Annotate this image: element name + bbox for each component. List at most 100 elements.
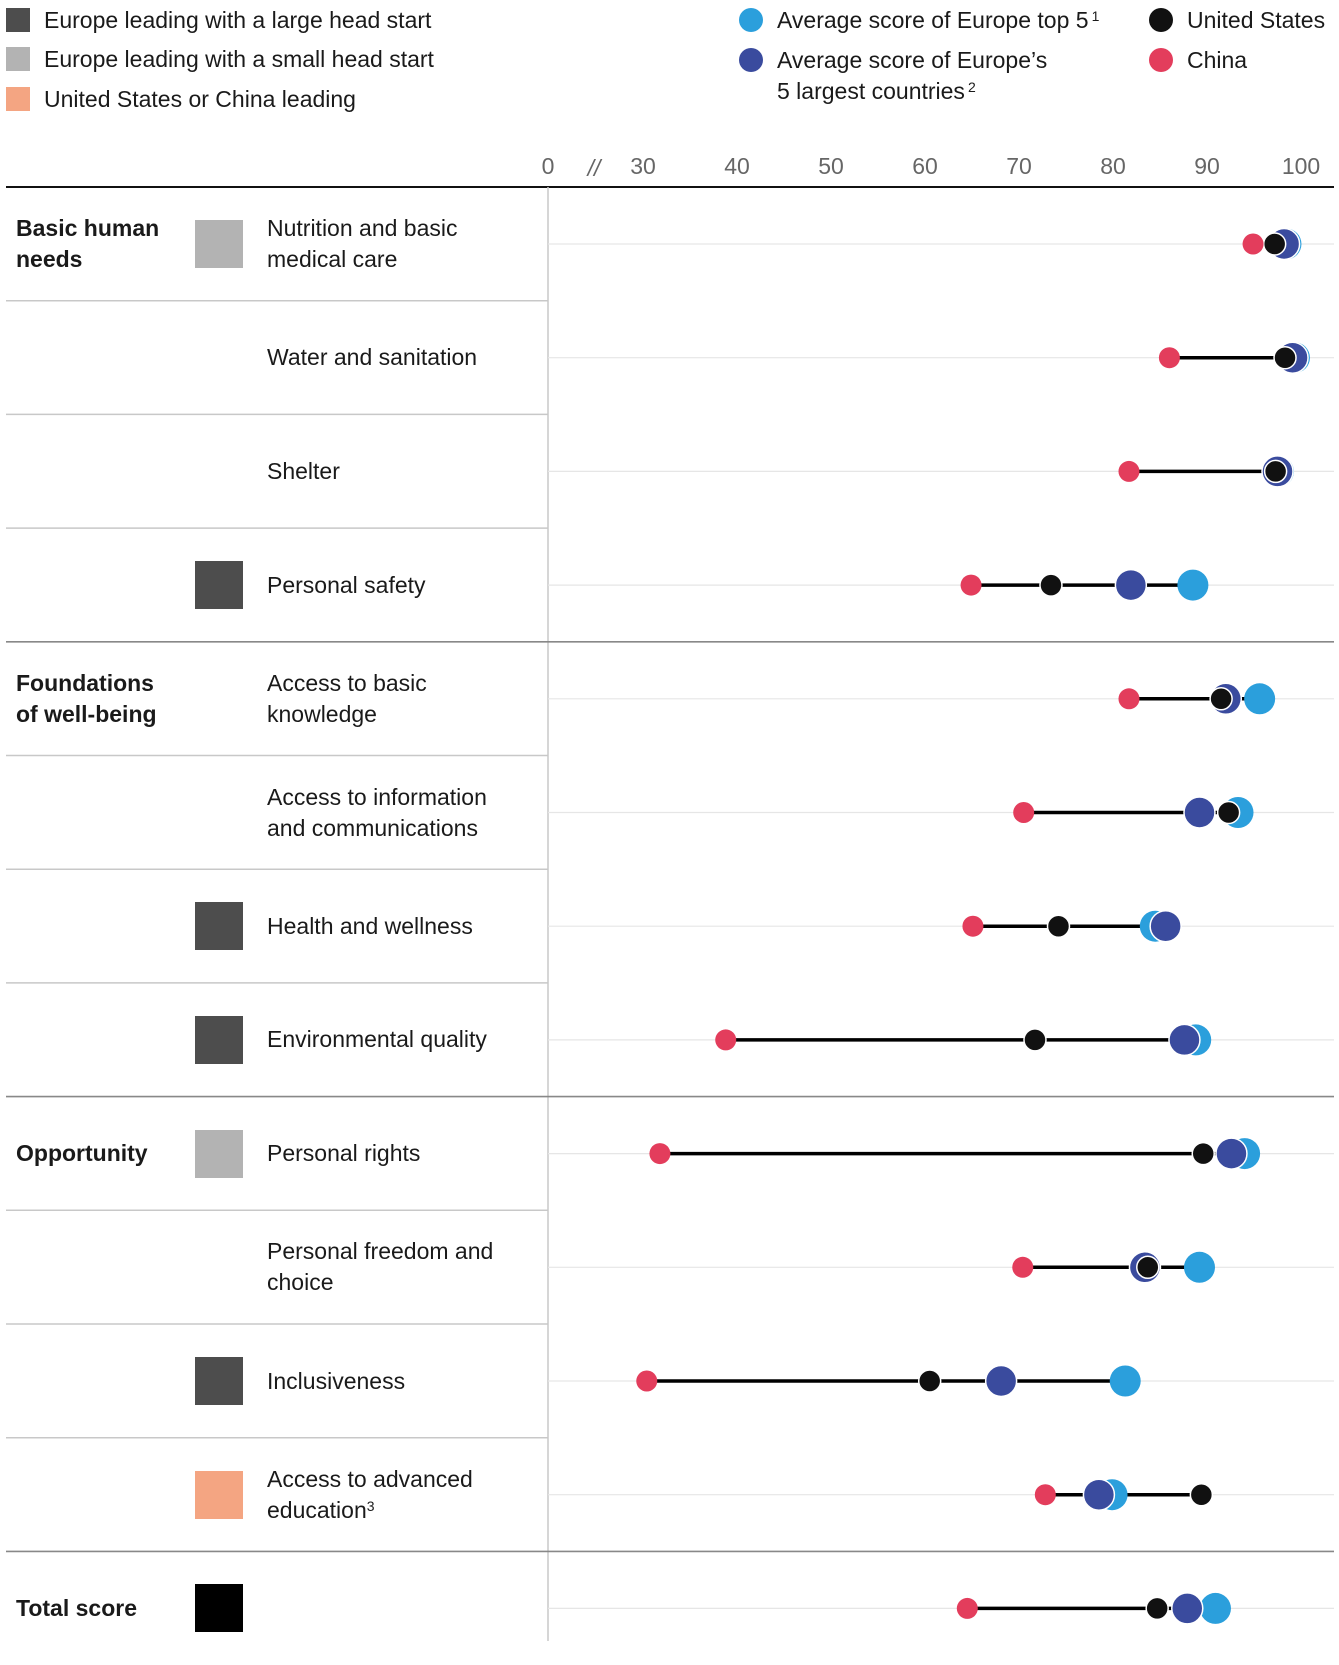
- axis-tick-label: 90: [1194, 153, 1220, 179]
- dot-united-states: [1273, 345, 1297, 370]
- row-label-group: Health and wellness: [0, 869, 548, 983]
- subcategory-label-line: Access to basic: [267, 669, 427, 696]
- subcategory-label: Water and sanitation: [267, 342, 547, 373]
- legend-label-small: Europe leading with a small head start: [44, 46, 434, 72]
- row-label-group: Water and sanitation: [0, 301, 548, 415]
- dot-europe-largest5: [1168, 1023, 1201, 1057]
- dot-united-states: [1191, 1141, 1215, 1166]
- axis-break-mark: //: [586, 155, 603, 181]
- subcategory-label: Environmental quality: [267, 1024, 547, 1055]
- axis-tick-label: 80: [1100, 153, 1126, 179]
- subcategory-label-line: knowledge: [267, 700, 377, 727]
- dot-china: [956, 1597, 978, 1619]
- subcategory-label: Personal safety: [267, 570, 547, 601]
- footnote-marker: 3: [366, 1497, 375, 1514]
- subcategory-label-line: Nutrition and basic: [267, 215, 458, 241]
- subcategory-label: Inclusiveness: [267, 1366, 547, 1397]
- row-label-group: Shelter: [0, 414, 548, 528]
- subcategory-label-line: Inclusiveness: [267, 1367, 406, 1394]
- subcategory-label: Shelter: [267, 456, 547, 487]
- dot-europe-largest5: [1183, 796, 1216, 829]
- dot-china: [1158, 347, 1180, 369]
- dot-united-states: [917, 1369, 942, 1393]
- axis-tick-label: 50: [818, 153, 844, 179]
- dot-europe-largest5: [1215, 1137, 1248, 1170]
- dot-europe-largest5: [1114, 568, 1148, 602]
- dot-china: [1118, 460, 1140, 482]
- dot-china: [962, 915, 984, 937]
- legend-label-usc: United States or China leading: [44, 86, 356, 112]
- dot-united-states: [1262, 232, 1287, 256]
- dot-united-states: [1209, 687, 1233, 711]
- dot-united-states: [1023, 1028, 1047, 1052]
- dot-united-states: [1145, 1596, 1169, 1621]
- dot-europe-largest5: [1082, 1478, 1116, 1511]
- row-label-group: Foundations of well-being Access to basic…: [0, 642, 548, 756]
- category-label: Basic human needs: [16, 215, 160, 272]
- subcategory-label: Access to basic knowledge: [267, 668, 547, 730]
- row-labels: Basic human needs Nutrition and basic medi…: [0, 0, 548, 1641]
- axis-tick-label: 40: [724, 153, 750, 179]
- dot-united-states: [1263, 459, 1288, 484]
- dot-europe-largest5: [1149, 909, 1182, 943]
- row-label-group: Personal safety: [0, 528, 548, 642]
- dot-china: [1013, 802, 1035, 823]
- legend-label-europe-largest5-line2: 5 largest countries 2: [777, 78, 976, 104]
- subcategory-label-line: education: [267, 1496, 367, 1523]
- subcategory-label-line: Access to information: [267, 783, 487, 810]
- dot-united-states: [1046, 914, 1071, 938]
- legend-dot-united-states: [1149, 8, 1173, 32]
- row-label-group: Access to information and communications: [0, 756, 548, 870]
- legend-label-united-states: United States: [1187, 7, 1326, 33]
- subcategory-label-line: Shelter: [267, 457, 340, 484]
- legend-dot-europe-largest5: [739, 48, 763, 72]
- legend-dot-china: [1149, 48, 1173, 72]
- status-swatch: [195, 561, 243, 610]
- dot-china: [960, 574, 982, 596]
- status-swatch: [195, 1015, 243, 1064]
- dot-china: [1034, 1484, 1056, 1506]
- category-label: Total score: [16, 1594, 137, 1621]
- status-swatch: [195, 902, 243, 951]
- dot-europe-largest5: [1171, 1592, 1204, 1625]
- row-label-group: Access to advanced education3: [0, 1438, 548, 1552]
- axis-tick-label: 100: [1282, 153, 1320, 179]
- dot-china: [636, 1370, 658, 1392]
- subcategory-label-line: Health and wellness: [267, 912, 473, 939]
- dot-china: [1012, 1256, 1034, 1278]
- dot-united-states: [1216, 800, 1241, 825]
- row-label-group: Inclusiveness: [0, 1324, 548, 1438]
- subcategory-label: Health and wellness: [267, 911, 547, 942]
- dot-china: [1242, 233, 1264, 255]
- dot-europe-top5: [1109, 1365, 1141, 1397]
- dot-united-states: [1136, 1255, 1160, 1280]
- status-swatch: [195, 220, 243, 268]
- row-label-group: Total score: [0, 1551, 548, 1665]
- subcategory-label-line: and communications: [267, 814, 478, 841]
- dot-europe-top5: [1244, 683, 1276, 715]
- dot-europe-largest5: [984, 1364, 1018, 1398]
- legend: Europe leading with a large head start E…: [0, 0, 1339, 140]
- axis-tick-label: 60: [912, 153, 938, 179]
- row-label-group: Opportunity Personal rights: [0, 1097, 548, 1211]
- subcategory-label-line: choice: [267, 1269, 334, 1296]
- legend-dot-europe-top5: [739, 8, 763, 32]
- axis-tick-label: 0: [542, 153, 555, 179]
- row-label-group: Personal freedom and choice: [0, 1210, 548, 1324]
- subcategory-label-line: Personal rights: [267, 1140, 421, 1167]
- legend-label-large: Europe leading with a large head start: [44, 7, 432, 33]
- dot-europe-top5: [1183, 1251, 1215, 1283]
- legend-label-china: China: [1187, 47, 1248, 73]
- subcategory-label-line: Water and sanitation: [267, 344, 478, 371]
- dot-united-states: [1189, 1482, 1214, 1507]
- dot-china: [715, 1029, 737, 1051]
- dot-europe-top5: [1199, 1592, 1231, 1624]
- subcategory-label: Personal rights: [267, 1138, 547, 1169]
- row-label-group: Environmental quality: [0, 983, 548, 1097]
- axis-tick-label: 30: [630, 153, 656, 179]
- subcategory-label: Access to information and communications: [267, 782, 547, 844]
- subcategory-label: Nutrition and basic medical care: [267, 213, 547, 275]
- legend-swatch-large: [6, 8, 30, 32]
